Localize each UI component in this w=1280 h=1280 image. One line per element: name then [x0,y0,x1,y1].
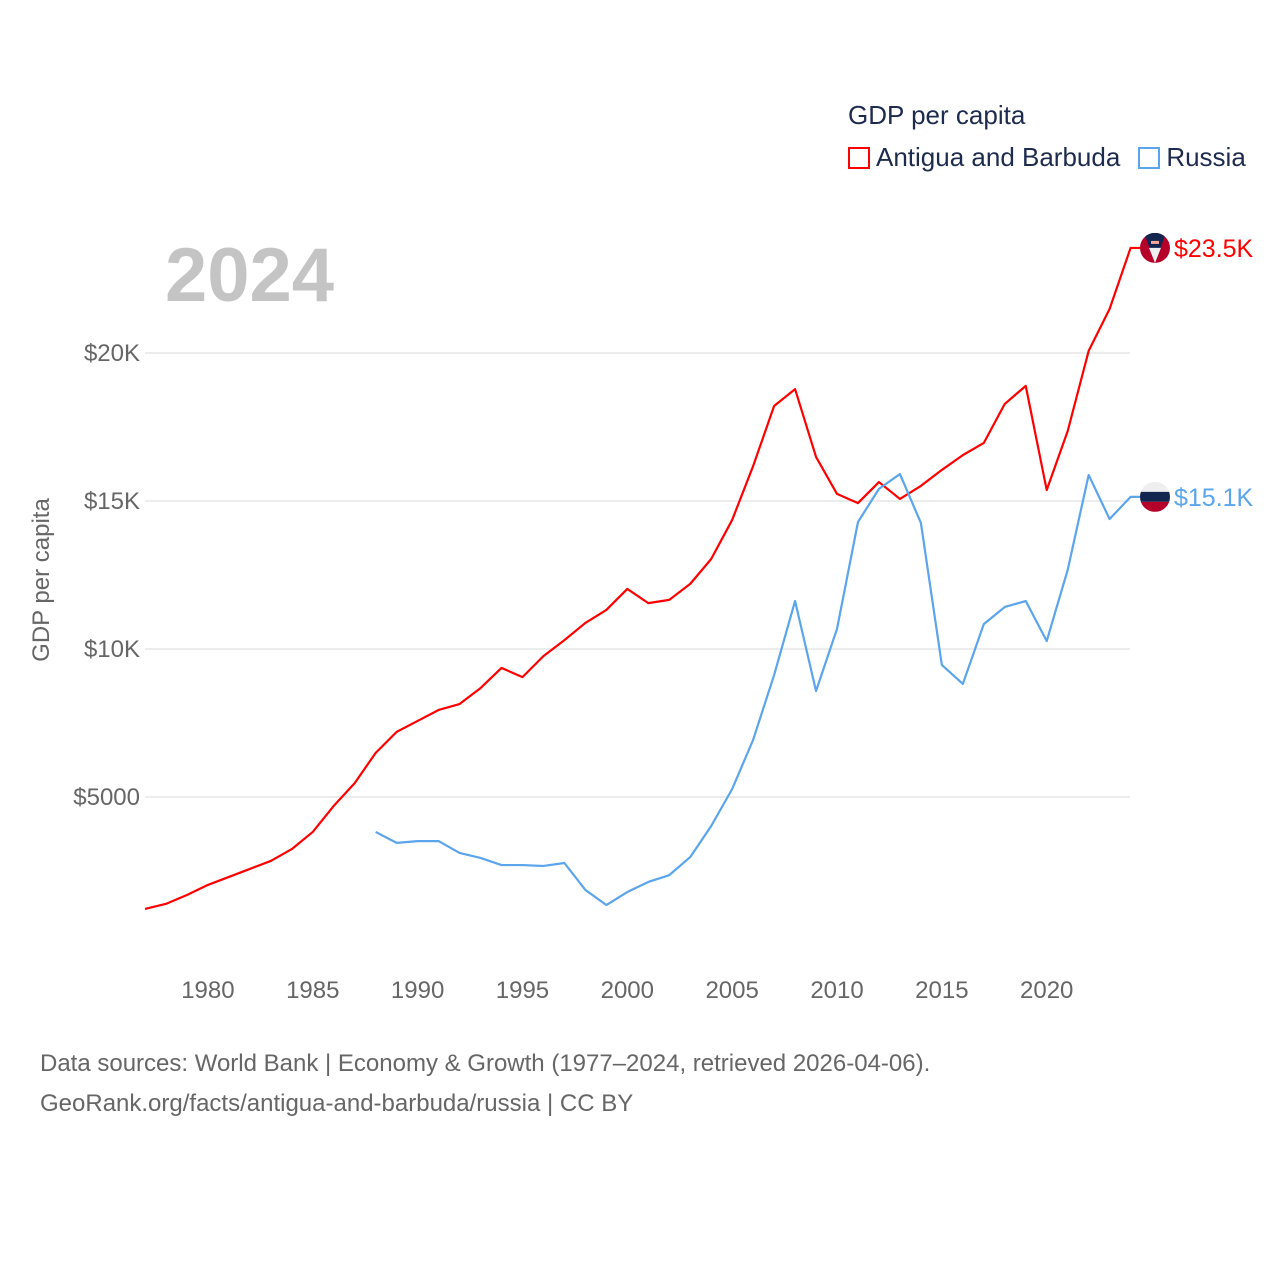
legend-swatch [848,146,870,169]
russia-flag-icon [1140,481,1170,512]
x-tick-label: 2015 [915,977,968,1004]
legend-item-antigua[interactable]: Antigua and Barbuda [848,142,1120,173]
x-tick-label: 2000 [601,977,654,1004]
y-tick-label: $5000 [73,784,140,811]
legend: Antigua and Barbuda Russia [848,142,1246,173]
end-value-label: $23.5K [1174,235,1254,263]
antigua-and-barbuda-flag-icon [1140,232,1170,263]
y-tick-label: $10K [84,636,140,663]
x-tick-label: 2010 [810,977,863,1004]
legend-label: Antigua and Barbuda [876,142,1121,172]
y-tick-label: $20K [84,340,140,367]
x-tick-label: 2020 [1020,977,1073,1004]
end-value-label: $15.1K [1174,484,1254,512]
x-tick-label: 1985 [286,977,339,1004]
footer: Data sources: World Bank | Economy & Gro… [40,1044,930,1124]
source-link[interactable]: GeoRank.org/facts/antigua-and-barbuda/ru… [40,1090,634,1117]
legend-swatch [1138,146,1161,169]
series-line-0 [144,246,1141,910]
y-tick-label: $15K [84,488,140,515]
x-tick-label: 2005 [705,977,758,1004]
series-line-1 [375,472,1141,907]
source-text: Data sources: World Bank | Economy & Gro… [40,1050,931,1077]
x-tick-label: 1990 [391,977,444,1004]
y-axis-label: GDP per capita [28,498,55,662]
x-tick-label: 1995 [496,977,549,1004]
year-label: 2024 [165,233,335,318]
legend-item-russia[interactable]: Russia [1138,142,1246,173]
legend-title: GDP per capita [848,100,1026,130]
x-tick-label: 1980 [181,977,234,1004]
legend-label: Russia [1166,142,1246,172]
